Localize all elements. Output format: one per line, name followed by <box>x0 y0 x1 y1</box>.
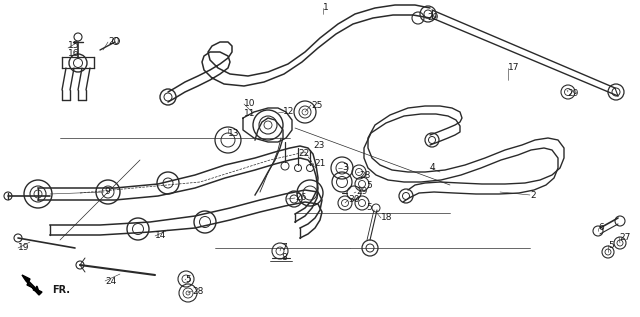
Text: 29: 29 <box>427 14 438 23</box>
Text: 4: 4 <box>430 164 436 172</box>
Text: 21: 21 <box>314 158 325 167</box>
Text: 28: 28 <box>359 171 371 179</box>
Text: 13: 13 <box>228 128 239 138</box>
Text: 18: 18 <box>381 214 392 223</box>
Text: 29: 29 <box>567 88 579 98</box>
Text: 7: 7 <box>281 243 287 253</box>
Text: 15: 15 <box>68 41 79 49</box>
Text: 29: 29 <box>356 187 367 197</box>
Text: 5: 5 <box>366 182 372 191</box>
Text: 19: 19 <box>18 243 29 253</box>
Polygon shape <box>22 275 42 295</box>
Text: 12: 12 <box>283 107 294 117</box>
Text: 9: 9 <box>104 187 109 197</box>
Text: 23: 23 <box>313 141 324 151</box>
Text: 8: 8 <box>281 253 287 262</box>
Text: 10: 10 <box>244 100 255 108</box>
Text: 17: 17 <box>508 63 520 73</box>
Text: 6: 6 <box>598 223 604 232</box>
Text: 1: 1 <box>323 3 329 12</box>
Text: 24: 24 <box>105 276 116 286</box>
Text: 16: 16 <box>68 49 79 59</box>
Text: 27: 27 <box>619 232 630 242</box>
Text: 22: 22 <box>298 148 309 158</box>
Text: FR.: FR. <box>52 285 70 295</box>
Text: 3: 3 <box>342 164 348 172</box>
Text: 5: 5 <box>185 275 191 284</box>
Text: 25: 25 <box>311 100 323 109</box>
Text: 5: 5 <box>366 203 372 211</box>
Text: 26: 26 <box>295 193 307 203</box>
Text: 5: 5 <box>608 241 614 249</box>
Text: 2: 2 <box>530 191 536 199</box>
Text: 28: 28 <box>192 287 204 295</box>
Text: 14: 14 <box>155 231 166 241</box>
Text: 11: 11 <box>244 108 255 118</box>
Text: 20: 20 <box>108 37 120 47</box>
Text: 30: 30 <box>348 196 360 204</box>
